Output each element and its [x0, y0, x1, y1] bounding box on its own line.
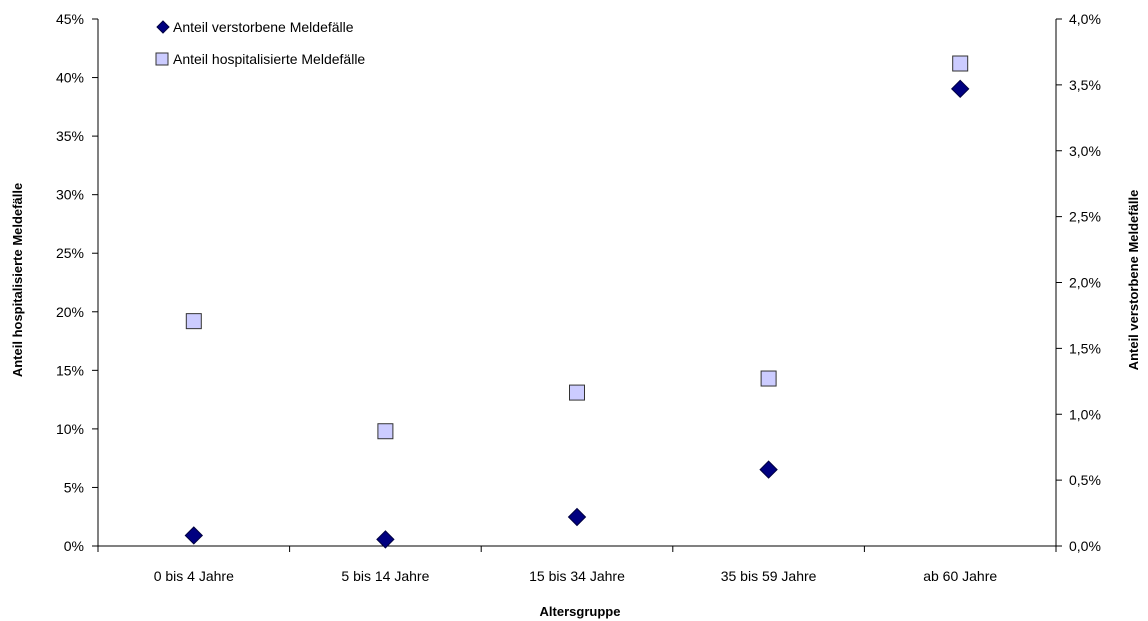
- right-tick-label: 3,5%: [1069, 77, 1101, 93]
- left-tick-label: 35%: [56, 128, 84, 144]
- right-tick-label: 1,5%: [1069, 340, 1101, 356]
- right-tick-label: 0,0%: [1069, 538, 1101, 554]
- left-tick-label: 25%: [56, 245, 84, 261]
- legend-item-hospitalized: Anteil hospitalisierte Meldefälle: [155, 51, 365, 67]
- left-tick-label: 15%: [56, 362, 84, 378]
- x-tick-label: 0 bis 4 Jahre: [154, 568, 234, 584]
- x-ticks: 0 bis 4 Jahre 5 bis 14 Jahre 15 bis 34 Jah…: [97, 546, 1057, 584]
- legend-diamond-marker: [156, 20, 170, 34]
- legend-item-deceased: Anteil verstorbene Meldefälle: [156, 19, 354, 35]
- left-tick-label: 5%: [64, 479, 84, 495]
- deceased-point: [950, 79, 970, 99]
- left-tick-label: 30%: [56, 187, 84, 203]
- right-tick-label: 3,0%: [1069, 143, 1101, 159]
- legend-square-marker: [155, 52, 169, 66]
- x-axis-title: Altersgruppe: [540, 604, 621, 619]
- x-tick-label: 15 bis 34 Jahre: [529, 568, 625, 584]
- left-tick-label: 20%: [56, 304, 84, 320]
- x-tick-label: 5 bis 14 Jahre: [341, 568, 429, 584]
- x-tick-label: ab 60 Jahre: [923, 568, 997, 584]
- deceased-point: [567, 507, 587, 527]
- axes: [97, 19, 1057, 547]
- legend-label-hospitalized: Anteil hospitalisierte Meldefälle: [173, 51, 365, 67]
- left-tick-label: 45%: [56, 11, 84, 27]
- legend-label-deceased: Anteil verstorbene Meldefälle: [173, 19, 354, 35]
- hospitalized-point: [760, 370, 777, 387]
- right-y-axis-title: Anteil verstorbene Meldefälle: [1126, 190, 1141, 371]
- hospitalized-point: [377, 423, 394, 440]
- hospitalized-point: [185, 313, 202, 330]
- deceased-point: [759, 460, 778, 479]
- left-tick-label: 10%: [56, 421, 84, 437]
- x-tick-label: 35 bis 59 Jahre: [721, 568, 817, 584]
- left-tick-label: 40%: [56, 70, 84, 86]
- right-tick-label: 0,5%: [1069, 472, 1101, 488]
- deceased-point: [184, 526, 204, 545]
- deceased-point: [376, 530, 395, 549]
- hospitalized-point: [952, 55, 969, 72]
- right-tick-label: 4,0%: [1069, 11, 1101, 27]
- left-y-axis-title: Anteil hospitalisierte Meldefälle: [10, 183, 25, 377]
- legend: Anteil verstorbene Meldefälle Anteil hos…: [155, 19, 365, 67]
- right-y-ticks: 0,0% 0,5% 1,0% 1,5% 2,0% 2,5% 3,0% 3,5% 4,0%: [1056, 11, 1101, 554]
- data-points: [184, 55, 970, 549]
- right-tick-label: 1,0%: [1069, 406, 1101, 422]
- right-tick-label: 2,0%: [1069, 275, 1101, 291]
- hospitalized-point: [569, 384, 585, 401]
- left-tick-label: 0%: [64, 538, 84, 554]
- left-y-ticks: 0% 5% 10% 15% 20% 25% 30% 35% 40% 45%: [56, 11, 98, 554]
- right-tick-label: 2,5%: [1069, 209, 1101, 225]
